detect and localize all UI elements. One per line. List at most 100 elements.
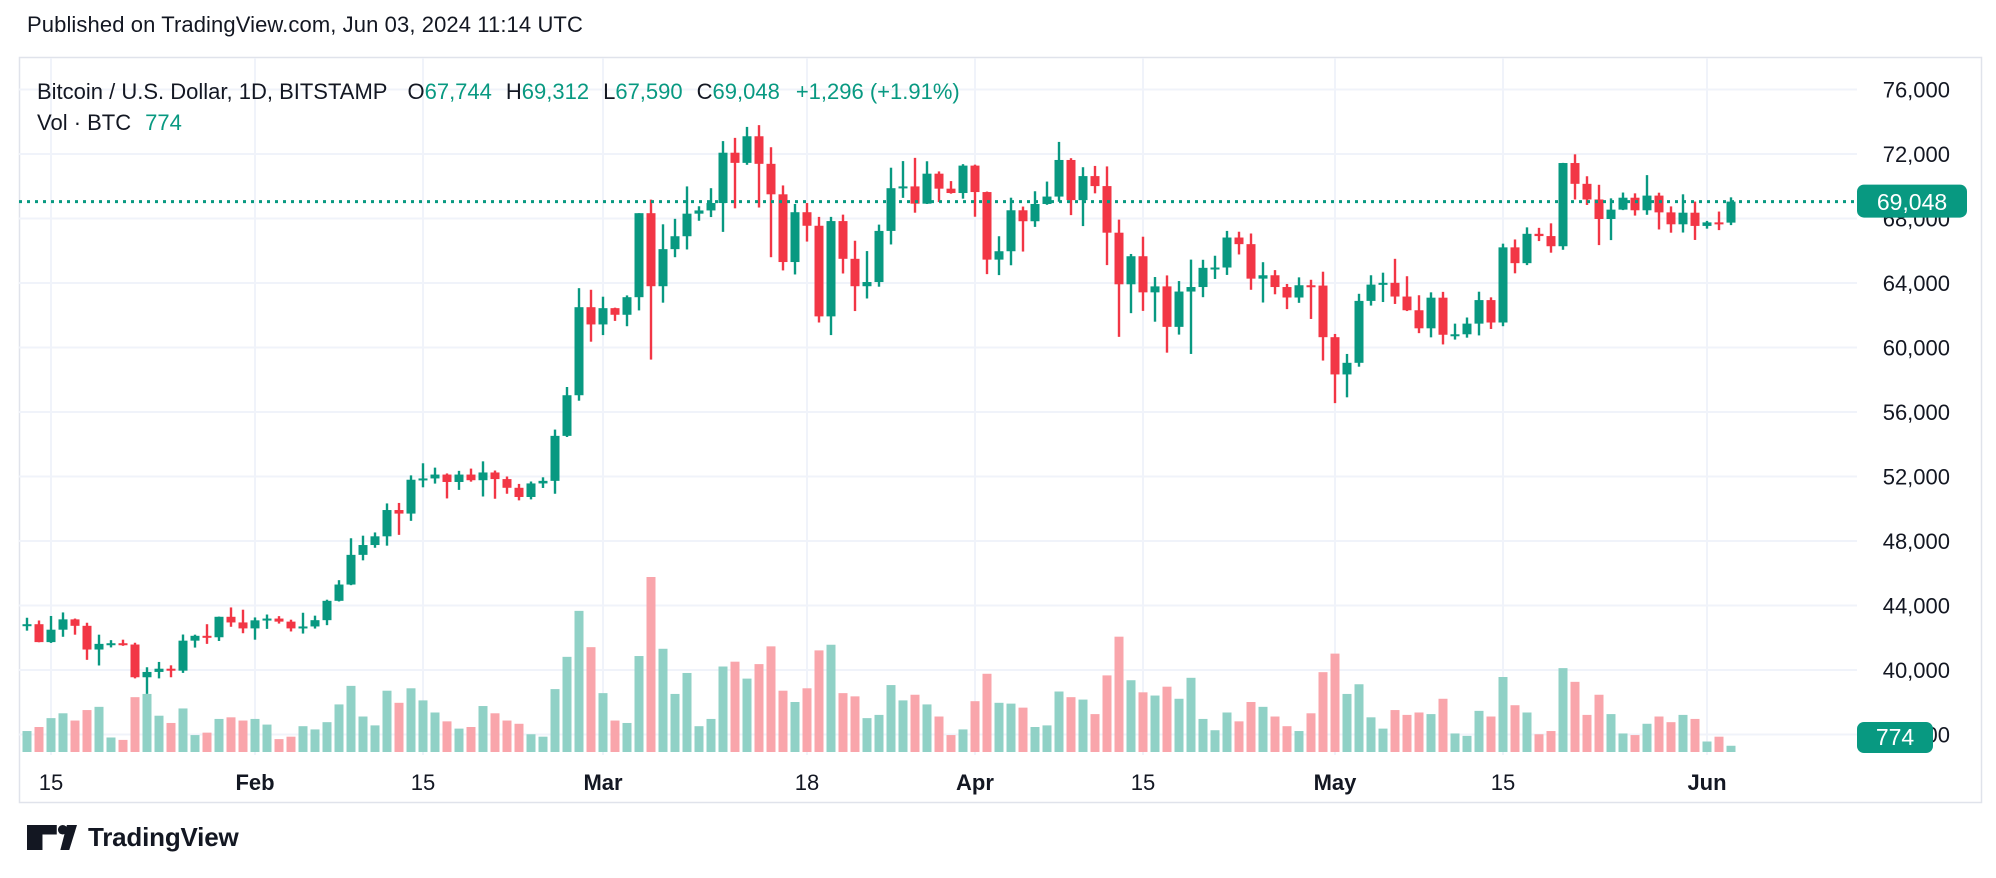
price-axis[interactable]: 76,00072,00068,00064,00060,00056,00052,0… [1883, 78, 1950, 748]
time-axis-label: May [1314, 770, 1358, 795]
volume-bar [946, 735, 956, 752]
candle-wick [1261, 262, 1265, 303]
candle-body [898, 186, 908, 189]
volume-bar [1054, 691, 1064, 752]
volume-bar [34, 727, 44, 752]
volume-bar [1534, 734, 1544, 752]
candle-wick [1609, 198, 1613, 241]
candle-body [946, 188, 956, 194]
candle-body [1102, 186, 1112, 233]
candle-body [358, 545, 368, 555]
candle-body [1006, 210, 1016, 252]
volume-bar [910, 694, 920, 752]
volume-bar [526, 734, 536, 752]
price-axis-label: 40,000 [1883, 658, 1950, 683]
candle-body [1510, 247, 1520, 264]
symbol-title[interactable]: Bitcoin / U.S. Dollar, 1D, BITSTAMP [37, 79, 388, 104]
volume-bar [658, 648, 668, 752]
candle-body [886, 188, 896, 231]
candle-body [370, 536, 380, 546]
candle-body [1570, 163, 1580, 184]
tradingview-logo-text: TradingView [88, 822, 239, 852]
candle-wick [733, 137, 737, 209]
volume-bar [1690, 718, 1700, 752]
candle-body [490, 472, 500, 480]
price-axis-label: 60,000 [1883, 336, 1950, 361]
candle-body [1198, 267, 1208, 288]
volume-bar [1558, 668, 1568, 752]
volume-bar [694, 726, 704, 752]
tradingview-logo[interactable]: TradingView [27, 822, 239, 853]
volume-bar [646, 577, 656, 752]
candle-body [1678, 212, 1688, 225]
candle-body [382, 510, 392, 537]
chart-legend: Bitcoin / U.S. Dollar, 1D, BITSTAMP O67,… [37, 76, 960, 138]
candle-wick [265, 614, 269, 629]
volume-bar [46, 718, 56, 752]
volume-bar [490, 713, 500, 752]
candlestick-series[interactable] [22, 125, 1736, 694]
candle-body [586, 307, 596, 325]
volume-bar [994, 702, 1004, 752]
time-axis-label: 15 [411, 770, 435, 795]
candle-wick [1717, 211, 1721, 231]
time-axis-label: 15 [1131, 770, 1155, 795]
candle-body [478, 472, 488, 481]
volume-bar [1210, 730, 1220, 752]
time-axis[interactable]: 15 Feb 15 Mar 18 Apr 15 May 15 Jun [39, 770, 1727, 795]
candle-body [1030, 203, 1040, 222]
candle-body [1426, 297, 1436, 329]
candle-body [958, 165, 968, 194]
volume-bar [1258, 706, 1268, 752]
volume-bar [1666, 722, 1676, 752]
volume-bar [934, 716, 944, 752]
volume-label[interactable]: Vol · BTC [37, 110, 132, 135]
candle-body [1174, 291, 1184, 327]
volume-bar [130, 697, 140, 752]
volume-bar [166, 722, 176, 752]
candle-body [550, 435, 560, 481]
volume-bar [370, 725, 380, 752]
volume-bar [718, 666, 728, 752]
candle-body [610, 308, 620, 315]
volume-bar [826, 644, 836, 752]
candle-body [1474, 300, 1484, 324]
candle-body [310, 620, 320, 627]
candle-body [1486, 300, 1496, 323]
candle-body [1522, 233, 1532, 264]
candle-wick [493, 470, 497, 499]
volume-bar [94, 706, 104, 752]
candle-body [82, 625, 92, 650]
candle-body [1366, 284, 1376, 301]
volume-bar [1510, 705, 1520, 752]
volume-series[interactable] [22, 577, 1736, 752]
candle-body [922, 173, 932, 204]
volume-badge: 774 [1857, 722, 1933, 753]
candle-body [1234, 237, 1244, 245]
time-axis-label: 18 [795, 770, 819, 795]
candle-wick [709, 188, 713, 218]
candle-body [262, 618, 272, 621]
volume-bar [586, 647, 596, 752]
time-axis-label: Mar [583, 770, 623, 795]
volume-bar [502, 720, 512, 752]
candle-body [454, 474, 464, 482]
volume-bar [1570, 681, 1580, 752]
volume-bar [1234, 721, 1244, 752]
volume-bar [1066, 697, 1076, 752]
candle-body [574, 307, 584, 396]
volume-bar [1378, 728, 1388, 752]
candle-body [1150, 286, 1160, 293]
time-axis-label: Feb [235, 770, 274, 795]
candle-body [1714, 222, 1724, 225]
candle-body [1306, 285, 1316, 288]
candle-wick [1453, 323, 1457, 340]
candle-wick [1153, 277, 1157, 322]
candle-body [58, 619, 68, 630]
candle-body [394, 510, 404, 514]
candle-body [1642, 195, 1652, 211]
candle-wick [421, 463, 425, 488]
candle-body [1186, 287, 1196, 292]
candle-body [814, 225, 824, 317]
